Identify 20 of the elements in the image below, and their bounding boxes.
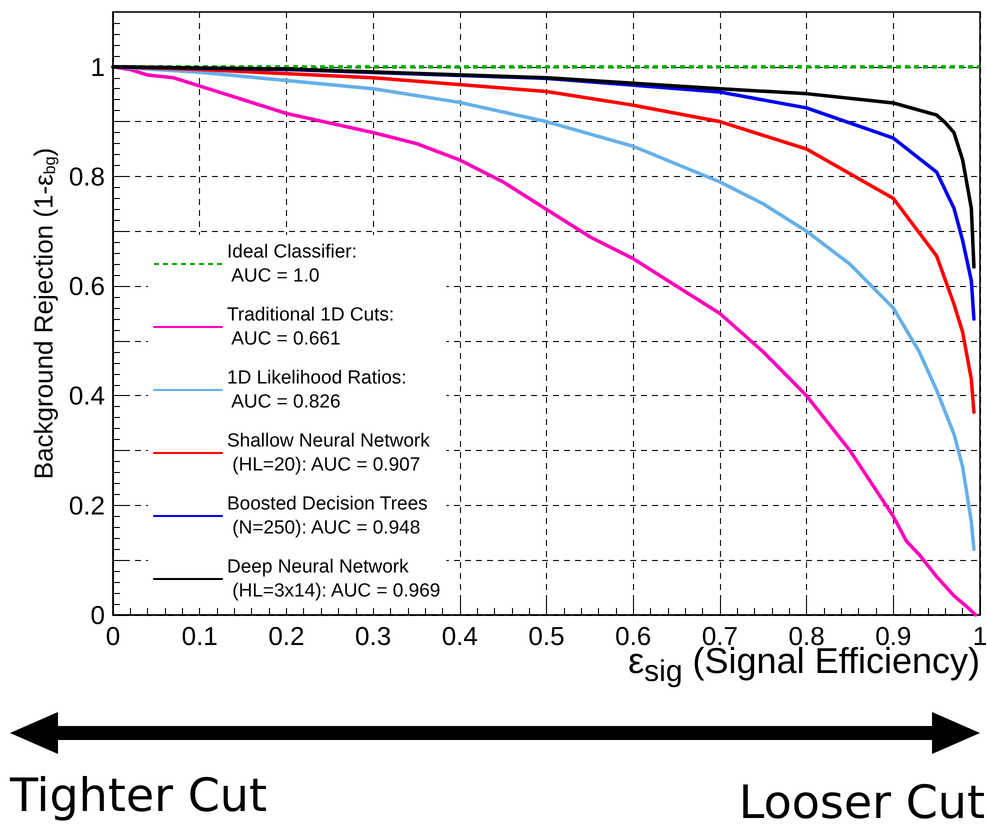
legend-label: Boosted Decision Trees (N=250): AUC = 0.948: [227, 494, 428, 538]
y-tick-label: 0.4: [68, 380, 105, 411]
x-tick-label: 0.2: [268, 621, 304, 651]
x-tick-label: 0.1: [182, 621, 218, 651]
y-tick-label: 0.6: [68, 271, 105, 302]
legend-label: Deep Neural Network (HL=3x14): AUC = 0.969: [227, 556, 440, 602]
text: Tighter Cut: [10, 768, 267, 822]
y-tick-label: 0.2: [68, 490, 105, 520]
y-axis-title: Background Rejection (1-εbg): [28, 148, 59, 480]
x-tick-label: 0.4: [442, 621, 478, 651]
y-tick-label: 0: [90, 600, 105, 630]
text: Looser Cut: [738, 775, 985, 828]
x-tick-label: 0.5: [528, 621, 565, 651]
y-tick-label: 1: [90, 52, 105, 82]
legend-label: 1D Likelihood Ratios: AUC = 0.826: [227, 368, 407, 412]
y-tick-label: 0.8: [68, 161, 105, 192]
legend-label: Traditional 1D Cuts: AUC = 0.661: [227, 304, 394, 350]
legend-label: Ideal Classifier: AUC = 1.0: [227, 242, 357, 286]
legend-label: Shallow Neural Network (HL=20): AUC = 0.907: [227, 430, 430, 476]
x-tick-label: 0.3: [355, 621, 392, 651]
